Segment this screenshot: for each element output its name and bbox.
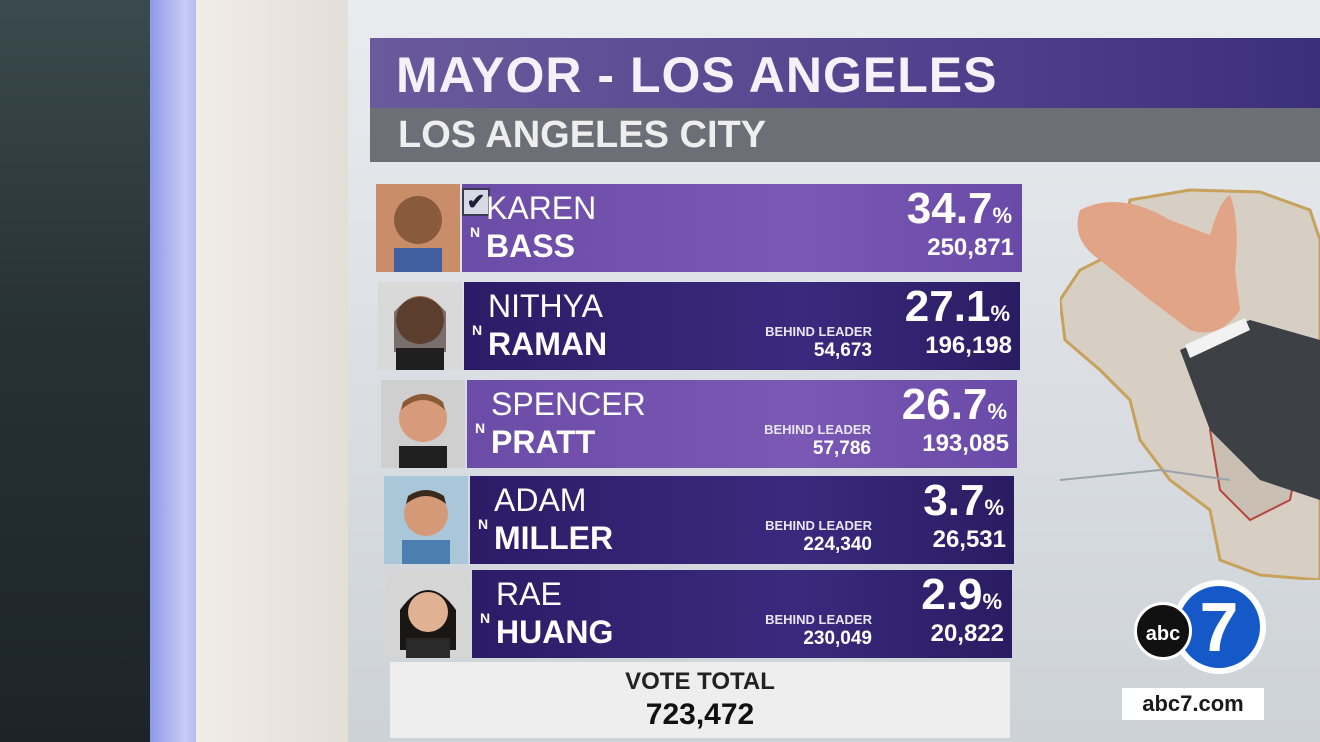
candidate-last-name: MILLER [494, 520, 614, 556]
vote-count: 26,531 [932, 526, 1006, 553]
behind-leader-value: 54,673 [813, 340, 872, 361]
party-label: N [478, 516, 489, 532]
candidate-photo [381, 380, 465, 468]
candidate-photo [386, 570, 470, 658]
party-label: N [480, 610, 491, 626]
party-label: N [475, 420, 486, 436]
behind-leader-value: 230,049 [803, 628, 872, 649]
percent-sign: % [992, 203, 1012, 228]
candidate-photo [376, 184, 460, 272]
winner-check-icon: ✔ [462, 188, 490, 216]
studio-wall [196, 0, 364, 742]
vote-percent: 3.7% [923, 476, 1004, 526]
vote-count: 250,871 [927, 234, 1014, 261]
behind-leader-label: BEHIND LEADER [765, 612, 872, 627]
percent-sign: % [982, 589, 1002, 614]
candidate-first-name: NITHYA [488, 288, 603, 324]
candidate-bar: N RAE HUANG BEHIND LEADER 230,049 2.9% 2… [472, 570, 1012, 658]
percent-sign: % [984, 495, 1004, 520]
behind-leader-label: BEHIND LEADER [765, 324, 872, 339]
vote-count: 20,822 [930, 620, 1004, 647]
vote-count: 193,085 [922, 430, 1009, 457]
presenter-hand [1077, 195, 1320, 500]
candidate-last-name: PRATT [491, 424, 596, 460]
vote-total-box: VOTE TOTAL 723,472 [390, 662, 1010, 738]
behind-leader-value: 57,786 [812, 438, 871, 459]
candidate-last-name: HUANG [496, 614, 614, 650]
vote-percent: 27.1% [905, 282, 1010, 332]
party-label: N [470, 224, 481, 240]
percent-value: 34.7 [906, 184, 993, 233]
abc-logo: abc [1134, 602, 1192, 660]
party-label: N [472, 322, 483, 338]
candidate-bar: N NITHYA RAMAN BEHIND LEADER 54,673 27.1… [464, 282, 1020, 370]
behind-leader-label: BEHIND LEADER [764, 422, 871, 437]
candidate-photo [384, 476, 468, 564]
percent-value: 2.9 [921, 570, 983, 619]
page-subtitle: LOS ANGELES CITY [398, 114, 767, 156]
candidate-first-name: SPENCER [491, 386, 646, 422]
title-bar: MAYOR - LOS ANGELES [370, 38, 1320, 108]
percent-value: 3.7 [923, 476, 985, 525]
percent-sign: % [987, 399, 1007, 424]
candidate-photo [378, 282, 462, 370]
candidate-row: ✔ N KAREN BASS 34.7% 250,871 [376, 184, 1022, 272]
candidate-first-name: RAE [496, 576, 562, 612]
percent-sign: % [990, 301, 1010, 326]
percent-value: 27.1 [904, 282, 991, 331]
candidate-bar: ✔ N KAREN BASS 34.7% 250,871 [462, 184, 1022, 272]
candidate-first-name: KAREN [486, 190, 597, 226]
seven-logo-ring: 7 [1172, 580, 1266, 674]
vote-percent: 26.7% [902, 380, 1007, 430]
vote-percent: 34.7% [907, 184, 1012, 234]
candidate-bar: N ADAM MILLER BEHIND LEADER 224,340 3.7%… [470, 476, 1014, 564]
candidate-last-name: RAMAN [488, 326, 608, 362]
candidate-bar: N SPENCER PRATT BEHIND LEADER 57,786 26.… [467, 380, 1017, 468]
vote-percent: 2.9% [921, 570, 1002, 620]
candidate-row: N NITHYA RAMAN BEHIND LEADER 54,673 27.1… [378, 282, 1020, 370]
candidate-last-name: BASS [486, 228, 575, 264]
candidate-row: N ADAM MILLER BEHIND LEADER 224,340 3.7%… [384, 476, 1014, 564]
vote-total-value: 723,472 [645, 698, 755, 731]
subtitle-bar: LOS ANGELES CITY [370, 108, 1320, 162]
percent-value: 26.7 [901, 380, 988, 429]
candidate-first-name: ADAM [494, 482, 587, 518]
behind-leader-label: BEHIND LEADER [765, 518, 872, 533]
vote-count: 196,198 [925, 332, 1012, 359]
behind-leader-value: 224,340 [803, 534, 872, 555]
abc7-logo: 7 abc [1134, 580, 1266, 676]
candidate-row: N RAE HUANG BEHIND LEADER 230,049 2.9% 2… [386, 570, 1012, 658]
page-title: MAYOR - LOS ANGELES [396, 47, 998, 103]
site-url: abc7.com [1122, 688, 1264, 720]
vote-total-label: VOTE TOTAL [625, 668, 775, 695]
studio-background-left [0, 0, 160, 742]
candidate-row: N SPENCER PRATT BEHIND LEADER 57,786 26.… [381, 380, 1017, 468]
seven-logo: 7 [1178, 586, 1260, 668]
